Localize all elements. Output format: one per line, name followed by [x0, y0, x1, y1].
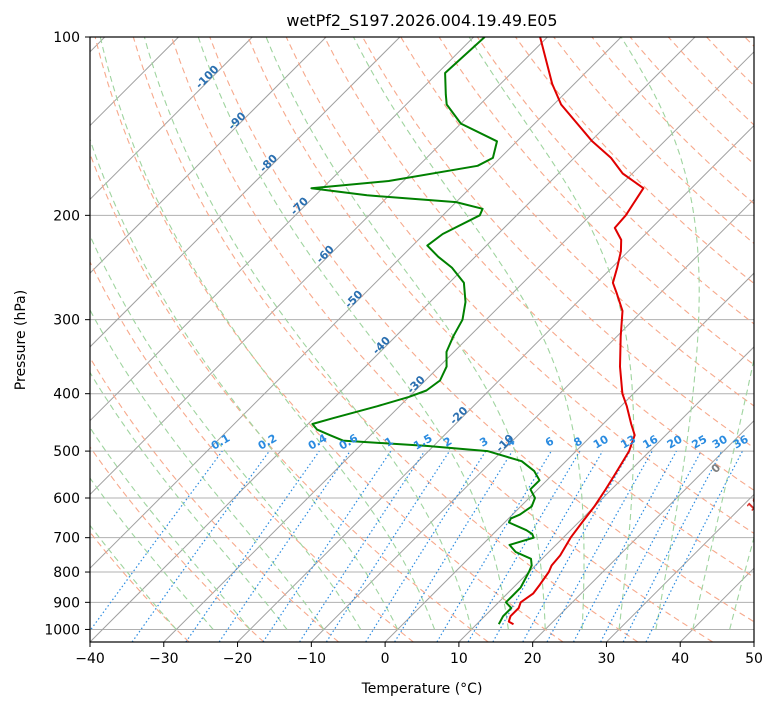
- x-tick-label: −30: [149, 651, 179, 667]
- y-tick-label: 500: [53, 444, 80, 460]
- x-tick-label: −40: [75, 651, 105, 667]
- x-tick-label: −20: [223, 651, 253, 667]
- y-tick-label: 100: [53, 30, 80, 46]
- x-tick-label: 10: [450, 651, 468, 667]
- x-tick-label: 30: [598, 651, 616, 667]
- y-tick-label: 700: [53, 531, 80, 547]
- x-tick-label: 20: [524, 651, 542, 667]
- y-tick-label: 1000: [44, 622, 80, 638]
- x-axis-title: Temperature (°C): [361, 681, 483, 697]
- y-tick-label: 400: [53, 387, 80, 403]
- x-tick-label: 40: [671, 651, 689, 667]
- y-tick-label: 200: [53, 208, 80, 224]
- y-axis-title: Pressure (hPa): [13, 290, 29, 390]
- x-tick-label: −10: [297, 651, 327, 667]
- y-tick-label: 800: [53, 565, 80, 581]
- y-tick-label: 600: [53, 491, 80, 507]
- x-tick-label: 0: [381, 651, 390, 667]
- chart-title: wetPf2_S197.2026.004.19.49.E05: [286, 11, 557, 31]
- y-tick-label: 900: [53, 595, 80, 611]
- x-tick-label: 50: [745, 651, 763, 667]
- y-tick-label: 300: [53, 313, 80, 329]
